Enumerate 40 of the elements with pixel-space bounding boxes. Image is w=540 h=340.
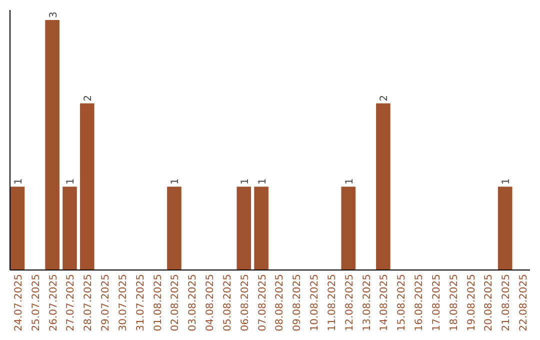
x-tick-label: 30.07.2025 — [118, 274, 129, 332]
x-tick-label: 31.07.2025 — [135, 274, 146, 332]
data-label: 1 — [344, 178, 356, 185]
x-tick-label: 19.08.2025 — [466, 274, 478, 332]
x-tick-label: 26.07.2025 — [48, 274, 60, 332]
data-label: 1 — [240, 178, 251, 185]
x-tick-label: 21.08.2025 — [501, 274, 512, 332]
x-tick-label: 25.07.2025 — [30, 274, 42, 332]
x-tick-label: 08.08.2025 — [274, 274, 286, 332]
x-tick-label: 07.08.2025 — [257, 274, 268, 332]
x-tick-label: 04.08.2025 — [205, 274, 216, 332]
data-label: 1 — [257, 178, 268, 185]
x-tick-label: 01.08.2025 — [152, 274, 164, 332]
data-label: 1 — [170, 178, 182, 185]
x-tick-label: 12.08.2025 — [344, 274, 356, 332]
x-tick-label: 05.08.2025 — [222, 274, 234, 332]
x-tick-label: 27.07.2025 — [66, 274, 77, 332]
data-label: 2 — [379, 94, 390, 102]
x-tick-label: 11.08.2025 — [326, 274, 338, 332]
data-label: 1 — [13, 178, 24, 185]
data-label: 3 — [48, 12, 60, 18]
data-label: 1 — [66, 178, 77, 185]
x-tick-label: 14.08.2025 — [379, 274, 390, 332]
data-label: 1 — [501, 178, 512, 185]
x-tick-label: 28.07.2025 — [83, 274, 94, 332]
x-tick-label: 02.08.2025 — [170, 274, 182, 332]
x-tick-label: 20.08.2025 — [484, 274, 495, 332]
x-tick-label: 15.08.2025 — [396, 274, 408, 332]
data-label: 2 — [83, 94, 94, 102]
x-tick-label: 13.08.2025 — [362, 274, 373, 332]
x-tick-label: 17.08.2025 — [431, 274, 442, 332]
x-tick-label: 09.08.2025 — [292, 274, 304, 332]
x-tick-label: 10.08.2025 — [310, 274, 321, 332]
x-tick-label: 24.07.2025 — [13, 274, 24, 332]
x-tick-label: 22.08.2025 — [518, 274, 530, 332]
x-tick-label: 18.08.2025 — [448, 274, 460, 332]
x-tick-label: 29.07.2025 — [100, 274, 112, 332]
x-tick-label: 16.08.2025 — [414, 274, 426, 332]
x-tick-label: 06.08.2025 — [240, 274, 251, 332]
x-tick-label: 03.08.2025 — [188, 274, 199, 332]
